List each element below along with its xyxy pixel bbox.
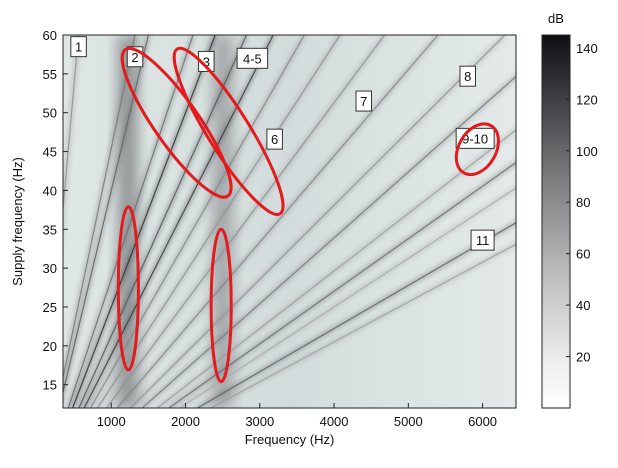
- harmonic-line: [97, 35, 341, 408]
- colorbar-tick-label: 100: [576, 144, 598, 159]
- highlight-ellipse: [120, 47, 233, 199]
- line-label-text: 9-10: [462, 131, 488, 146]
- line-label-box: [470, 229, 495, 251]
- line-label-box: [266, 128, 283, 150]
- x-tick-label: 4000: [320, 414, 349, 429]
- colorbar-tick-label: 40: [576, 298, 590, 313]
- colorbar-tick-label: 120: [576, 92, 598, 107]
- line-label: 7: [355, 90, 373, 112]
- harmonic-line: [168, 161, 516, 408]
- x-tick-label: 1000: [97, 414, 126, 429]
- harmonic-line: [89, 35, 305, 408]
- x-tick-label: 5000: [394, 414, 423, 429]
- colorbar-tick-label: 140: [576, 41, 598, 56]
- harmonic-line: [83, 35, 274, 408]
- x-tick-label: 2000: [171, 414, 200, 429]
- y-tick-label: 35: [43, 222, 57, 237]
- highlight-ellipse: [172, 46, 285, 216]
- harmonic-lines: [63, 35, 516, 408]
- line-label-text: 7: [360, 94, 367, 109]
- harmonic-line: [78, 35, 247, 408]
- y-axis-label: Supply frequency (Hz): [10, 157, 25, 286]
- highlight-ellipse: [454, 122, 500, 177]
- x-axis-ticks: 1000 2000 3000 4000 5000 6000: [97, 403, 497, 429]
- harmonic-line: [130, 35, 506, 408]
- line-label: 4-5: [236, 47, 269, 69]
- y-tick-label: 20: [43, 339, 57, 354]
- line-label-text: 6: [271, 132, 278, 147]
- harmonic-line: [72, 35, 216, 408]
- heatmap-plot-area: [62, 34, 517, 409]
- line-label: 3: [198, 50, 215, 72]
- y-tick-label: 45: [43, 145, 57, 160]
- line-label-text: 2: [131, 50, 138, 65]
- harmonic-line: [67, 35, 194, 408]
- line-label-box: [198, 50, 215, 72]
- y-tick-label: 50: [43, 106, 57, 121]
- line-label-box: [355, 90, 373, 112]
- y-tick-label: 55: [43, 67, 57, 82]
- y-tick-label: 15: [43, 378, 57, 393]
- highlight-ellipse: [209, 227, 233, 384]
- colorbar: dB 20 40 60 80 100 120 140: [541, 11, 598, 409]
- harmonic-line: [116, 35, 439, 408]
- colorbar-label: dB: [548, 11, 564, 26]
- harmonic-line: [210, 243, 516, 408]
- harmonic-line: [63, 35, 136, 381]
- colorbar-tick-label: 80: [576, 195, 590, 210]
- line-label: 9-10: [455, 127, 495, 149]
- line-label: 1: [70, 36, 87, 58]
- line-label-box: [236, 47, 269, 69]
- harmonic-line: [106, 35, 386, 408]
- x-tick-label: 3000: [245, 414, 274, 429]
- colorbar-gradient: [541, 34, 571, 409]
- colorbar-tick-label: 60: [576, 247, 590, 262]
- line-label: 11: [470, 229, 495, 251]
- plot-frame: [62, 34, 517, 409]
- x-tick-label: 6000: [468, 414, 497, 429]
- line-label: 6: [266, 128, 283, 150]
- highlight-ellipse: [116, 205, 140, 372]
- y-tick-label: 40: [43, 183, 57, 198]
- highlight-ellipses: [116, 46, 500, 384]
- line-labels: 1 2 3 4-5 6 7 8 9-10 11: [70, 36, 495, 251]
- colorbar-tick-label: 20: [576, 350, 590, 365]
- line-label-text: 11: [476, 233, 490, 248]
- x-axis-label: Frequency (Hz): [245, 432, 335, 447]
- line-label: 8: [459, 65, 476, 87]
- harmonic-line: [179, 187, 516, 408]
- y-tick-label: 25: [43, 300, 57, 315]
- line-label-text: 1: [75, 40, 82, 55]
- line-label-text: 8: [464, 69, 471, 84]
- colorbar-ticks: 20 40 60 80 100 120 140: [566, 41, 598, 365]
- harmonic-line: [197, 222, 516, 408]
- line-label-text: 3: [203, 54, 210, 69]
- y-tick-label: 60: [43, 28, 57, 43]
- harmonic-line: [63, 35, 80, 216]
- line-label-box: [70, 36, 87, 58]
- line-label-box: [459, 65, 476, 87]
- harmonic-line: [156, 129, 516, 408]
- y-tick-label: 30: [43, 261, 57, 276]
- line-label-text: 4-5: [243, 51, 262, 66]
- y-axis-ticks: 15 20 25 30 35 40 45 50 55 60: [43, 28, 68, 393]
